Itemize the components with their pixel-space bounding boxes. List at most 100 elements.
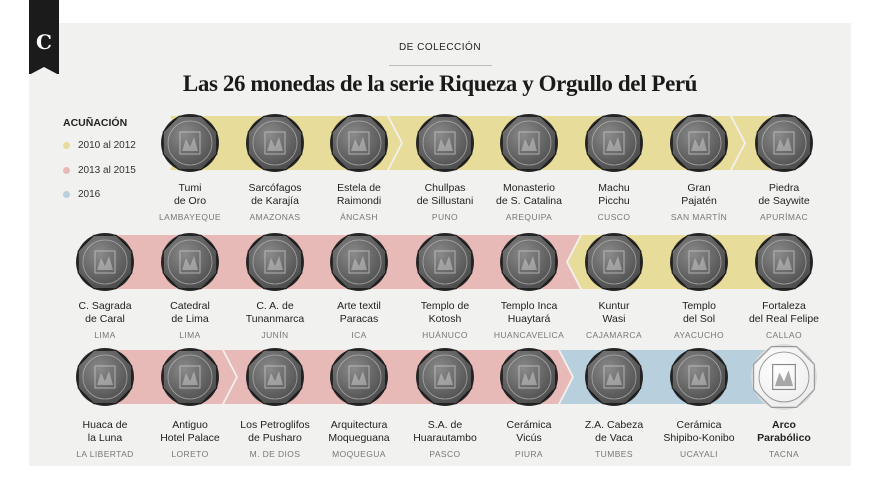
- coin-name: Cerámica Shipibo-Konibo: [663, 419, 735, 444]
- coin-region: LIMA: [94, 330, 116, 340]
- legend-label: 2013 al 2015: [78, 165, 136, 176]
- coin-label: Antiguo Hotel Palace LORETO: [140, 419, 240, 461]
- coin-label: Fortaleza del Real Felipe CALLAO: [734, 300, 834, 342]
- legend-label: 2010 al 2012: [78, 140, 136, 151]
- coin-image[interactable]: [160, 113, 220, 173]
- coin-image[interactable]: [245, 232, 305, 292]
- coin-image[interactable]: [750, 343, 818, 411]
- coin-name: Gran Pajatén: [681, 182, 717, 207]
- coin-name: Arco Parabólico: [757, 419, 811, 444]
- coin-region: LORETO: [171, 449, 209, 459]
- coin-image[interactable]: [329, 113, 389, 173]
- coin-label: Machu Picchu CUSCO: [564, 182, 664, 224]
- coin-label: C. A. de Tunanmarca JUNÍN: [225, 300, 325, 342]
- coin-region: AYACUCHO: [673, 330, 725, 340]
- coin-region: PUNO: [431, 212, 459, 222]
- coin-image[interactable]: [754, 113, 814, 173]
- coin-region: CAJAMARCA: [585, 330, 643, 340]
- band-row1-yellow-b: [389, 116, 744, 170]
- coin-label: Chullpas de Sillustani PUNO: [395, 182, 495, 224]
- coin-region: SAN MARTÍN: [670, 212, 728, 222]
- coin-label: Templo del Sol AYACUCHO: [649, 300, 749, 342]
- coin-name: Los Petroglifos de Pusharo: [240, 419, 310, 444]
- coin-label: Monasterio de S. Catalina AREQUIPA: [479, 182, 579, 224]
- coin-label: Huaca de la Luna LA LIBERTAD: [55, 419, 155, 461]
- logo-notch: [29, 67, 59, 75]
- brand-logo[interactable]: C: [29, 0, 59, 75]
- coin-region: HUÁNUCO: [422, 330, 468, 340]
- coin-image[interactable]: [669, 347, 729, 407]
- coin-region: UCAYALI: [680, 449, 718, 459]
- coin-image[interactable]: [584, 232, 644, 292]
- coin-region: PASCO: [429, 449, 461, 459]
- coin-image[interactable]: [584, 113, 644, 173]
- coin-region: LIMA: [179, 330, 201, 340]
- coin-image[interactable]: [415, 347, 475, 407]
- coin-label: Arte textil Paracas ICA: [309, 300, 409, 342]
- coin-image[interactable]: [669, 232, 729, 292]
- coin-label: Cerámica Shipibo-Konibo UCAYALI: [649, 419, 749, 461]
- coin-image[interactable]: [245, 113, 305, 173]
- band-row3-pink-b: [224, 350, 572, 404]
- coin-region: TUMBES: [595, 449, 633, 459]
- coin-name: C. Sagrada de Caral: [78, 300, 132, 325]
- coin-region: JUNÍN: [261, 330, 289, 340]
- coin-name: Arte textil Paracas: [337, 300, 381, 325]
- coin-name: S.A. de Huarautambo: [413, 419, 477, 444]
- section-divider: [389, 65, 492, 66]
- coin-image[interactable]: [75, 232, 135, 292]
- coin-image[interactable]: [329, 347, 389, 407]
- coin-name: Huaca de la Luna: [82, 419, 128, 444]
- coin-image[interactable]: [754, 232, 814, 292]
- coin-name: Machu Picchu: [598, 182, 630, 207]
- coin-image[interactable]: [245, 347, 305, 407]
- coin-region: TACNA: [768, 449, 800, 459]
- coin-name: Piedra de Saywite: [758, 182, 810, 207]
- coin-image[interactable]: [669, 113, 729, 173]
- coin-image[interactable]: [415, 113, 475, 173]
- coin-label: Gran Pajatén SAN MARTÍN: [649, 182, 749, 224]
- coin-label: C. Sagrada de Caral LIMA: [55, 300, 155, 342]
- coin-region: MOQUEGUA: [332, 449, 386, 459]
- coin-label: Cerámica Vicús PIURA: [479, 419, 579, 461]
- coin-label: Kuntur Wasi CAJAMARCA: [564, 300, 664, 342]
- coin-label: Arco Parabólico TACNA: [734, 419, 834, 461]
- coin-name: Templo de Kotosh: [420, 300, 470, 325]
- coin-name: Z.A. Cabeza de Vaca: [584, 419, 644, 444]
- coin-image[interactable]: [499, 347, 559, 407]
- coin-image[interactable]: [415, 232, 475, 292]
- legend-item-2013-2015: 2013 al 2015: [63, 165, 136, 176]
- coin-image[interactable]: [584, 347, 644, 407]
- coin-label: Estela de Raimondi ÁNCASH: [309, 182, 409, 224]
- coin-region: CUSCO: [597, 212, 631, 222]
- coin-image[interactable]: [160, 232, 220, 292]
- coin-name: Chullpas de Sillustani: [416, 182, 474, 207]
- logo-letter: C: [36, 30, 52, 54]
- legend-item-2016: 2016: [63, 189, 100, 200]
- coin-region: CALLAO: [766, 330, 802, 340]
- coin-name: Templo Inca Huaytará: [500, 300, 558, 325]
- coin-name: Catedral de Lima: [170, 300, 210, 325]
- coin-region: M. DE DIOS: [249, 449, 301, 459]
- coin-label: Z.A. Cabeza de Vaca TUMBES: [564, 419, 664, 461]
- coin-name: Antiguo Hotel Palace: [160, 419, 220, 444]
- coin-name: C. A. de Tunanmarca: [245, 300, 305, 325]
- coin-name: Kuntur Wasi: [598, 300, 630, 325]
- section-label: DE COLECCIÓN: [398, 42, 482, 53]
- coin-label: Piedra de Saywite APURÍMAC: [734, 182, 834, 224]
- coin-name: Sarcófagos de Karajía: [248, 182, 302, 207]
- coin-image[interactable]: [329, 232, 389, 292]
- legend-label: 2016: [78, 189, 101, 200]
- coin-label: Templo de Kotosh HUÁNUCO: [395, 300, 495, 342]
- coin-region: AREQUIPA: [505, 212, 553, 222]
- coin-label: Arquitectura Moqueguana MOQUEGUA: [309, 419, 409, 461]
- coin-image[interactable]: [75, 347, 135, 407]
- coin-region: APURÍMAC: [759, 212, 809, 222]
- coin-region: AMAZONAS: [249, 212, 301, 222]
- coin-label: S.A. de Huarautambo PASCO: [395, 419, 495, 461]
- coin-label: Tumi de Oro LAMBAYEQUE: [140, 182, 240, 224]
- coin-image[interactable]: [160, 347, 220, 407]
- coin-image[interactable]: [499, 113, 559, 173]
- coin-image[interactable]: [499, 232, 559, 292]
- coin-label: Sarcófagos de Karajía AMAZONAS: [225, 182, 325, 224]
